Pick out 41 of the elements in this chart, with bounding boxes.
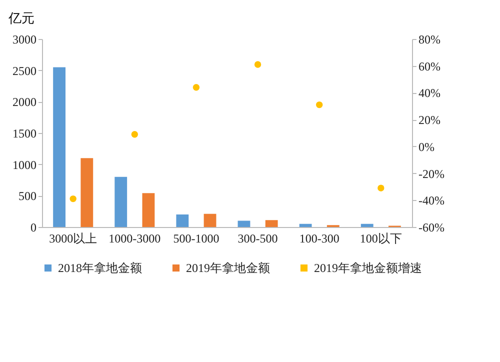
bar xyxy=(142,193,155,227)
bar xyxy=(176,214,189,227)
x-tick-label: 100-300 xyxy=(299,232,340,246)
y-tick-label: 500 xyxy=(18,189,36,204)
y2-tick-label: 0% xyxy=(418,140,434,154)
y2-tick-label: 80% xyxy=(418,32,440,46)
y-tick-label: 0 xyxy=(30,220,36,234)
legend-label: 2019年拿地金额增速 xyxy=(314,261,422,275)
y-tick-label: 3000 xyxy=(12,32,36,46)
bar xyxy=(238,220,250,227)
point xyxy=(316,101,323,108)
bar xyxy=(53,67,66,227)
legend-label: 2019年拿地金额 xyxy=(186,261,270,275)
bar xyxy=(299,224,312,227)
y2-tick-label: -40% xyxy=(418,194,444,208)
y2-tick-label: -60% xyxy=(418,220,444,234)
point xyxy=(131,130,138,138)
y2-tick-label: 60% xyxy=(418,59,440,74)
bar xyxy=(114,176,128,227)
x-tick-label: 3000以上 xyxy=(49,232,98,246)
legend-label: 2018年拿地金额 xyxy=(58,261,142,275)
y2-tick-label: 40% xyxy=(418,86,440,100)
y2-tick-label: -20% xyxy=(418,166,444,181)
y-tick-label: 2000 xyxy=(12,95,36,110)
x-tick-label: 500-1000 xyxy=(173,232,220,246)
y-tick-label: 1000 xyxy=(12,158,36,172)
point xyxy=(378,184,384,192)
y2-tick-label: 20% xyxy=(418,113,440,128)
y-tick-label: 2500 xyxy=(12,64,36,78)
bar xyxy=(265,220,278,227)
x-tick-label: 100以下 xyxy=(360,232,402,246)
point xyxy=(254,61,262,68)
bar xyxy=(360,224,374,227)
y-tick-label: 1500 xyxy=(12,126,36,140)
bar xyxy=(80,158,94,227)
point xyxy=(70,195,76,202)
x-tick-label: 300-500 xyxy=(238,232,278,246)
bar xyxy=(204,214,216,227)
point xyxy=(192,84,200,91)
y-axis-title: 亿元 xyxy=(8,10,34,26)
x-tick-label: 1000-3000 xyxy=(108,232,161,246)
